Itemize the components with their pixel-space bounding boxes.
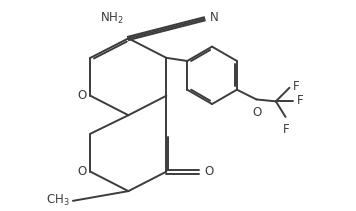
- Text: NH$_2$: NH$_2$: [100, 11, 124, 26]
- Text: N: N: [210, 11, 219, 24]
- Text: F: F: [297, 94, 304, 107]
- Text: O: O: [253, 106, 262, 119]
- Text: F: F: [283, 123, 290, 136]
- Text: CH$_3$: CH$_3$: [46, 193, 70, 208]
- Text: F: F: [293, 80, 300, 93]
- Text: O: O: [204, 165, 214, 178]
- Text: O: O: [77, 165, 87, 178]
- Text: O: O: [77, 89, 87, 102]
